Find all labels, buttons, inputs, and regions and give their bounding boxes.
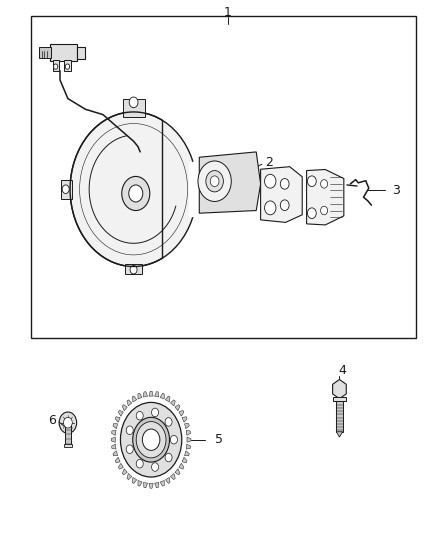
Polygon shape	[143, 392, 148, 397]
Polygon shape	[149, 391, 153, 396]
Polygon shape	[307, 169, 344, 225]
Polygon shape	[155, 392, 159, 397]
Text: 2: 2	[265, 156, 273, 168]
Bar	[39, 47, 51, 58]
Polygon shape	[112, 444, 116, 449]
Polygon shape	[160, 480, 164, 486]
Bar	[61, 180, 72, 199]
Circle shape	[307, 208, 316, 219]
Polygon shape	[261, 167, 302, 222]
Circle shape	[133, 417, 170, 462]
Polygon shape	[170, 473, 175, 480]
Polygon shape	[332, 379, 346, 399]
Bar	[53, 60, 59, 71]
Polygon shape	[143, 482, 148, 488]
Circle shape	[129, 97, 138, 108]
Polygon shape	[182, 417, 187, 422]
Circle shape	[126, 426, 133, 434]
Polygon shape	[112, 430, 116, 435]
Bar	[64, 444, 72, 447]
Polygon shape	[122, 405, 127, 411]
Circle shape	[65, 64, 70, 69]
Text: 5: 5	[215, 433, 223, 446]
Circle shape	[136, 422, 166, 458]
Bar	[336, 401, 343, 432]
Polygon shape	[166, 396, 170, 402]
Polygon shape	[132, 478, 137, 483]
Polygon shape	[186, 444, 191, 449]
Circle shape	[53, 64, 58, 69]
Circle shape	[321, 206, 328, 215]
Polygon shape	[175, 469, 180, 475]
Polygon shape	[184, 451, 189, 456]
Circle shape	[129, 185, 143, 202]
Bar	[77, 47, 85, 59]
Circle shape	[120, 402, 182, 477]
Polygon shape	[122, 469, 127, 475]
Polygon shape	[184, 424, 189, 429]
Bar	[123, 99, 145, 117]
Polygon shape	[179, 463, 184, 469]
Text: 4: 4	[339, 364, 346, 377]
Polygon shape	[138, 480, 142, 486]
Polygon shape	[179, 410, 184, 416]
Circle shape	[165, 453, 172, 462]
Circle shape	[280, 200, 289, 211]
Bar	[31, 16, 416, 338]
Polygon shape	[127, 473, 132, 480]
Polygon shape	[138, 393, 142, 399]
Bar	[64, 60, 71, 71]
Circle shape	[265, 174, 276, 188]
Text: 1: 1	[224, 6, 232, 19]
Polygon shape	[113, 424, 118, 429]
Polygon shape	[166, 478, 170, 483]
Circle shape	[152, 408, 159, 417]
Circle shape	[321, 180, 328, 188]
Polygon shape	[111, 437, 115, 442]
Circle shape	[62, 185, 69, 193]
Circle shape	[136, 411, 143, 420]
Bar	[50, 44, 77, 61]
Circle shape	[122, 176, 150, 211]
Circle shape	[130, 265, 137, 274]
Circle shape	[64, 417, 72, 428]
Circle shape	[165, 418, 172, 426]
Polygon shape	[186, 430, 191, 435]
Circle shape	[70, 112, 197, 266]
Polygon shape	[113, 451, 118, 456]
Circle shape	[136, 459, 143, 468]
Bar	[333, 397, 346, 401]
Polygon shape	[160, 393, 164, 399]
Circle shape	[142, 429, 160, 450]
Polygon shape	[118, 410, 124, 416]
Polygon shape	[175, 405, 180, 411]
Text: 6: 6	[48, 414, 56, 426]
Circle shape	[307, 176, 316, 187]
Polygon shape	[149, 483, 153, 488]
Text: 3: 3	[392, 184, 400, 197]
Circle shape	[152, 463, 159, 471]
Polygon shape	[132, 396, 137, 402]
Polygon shape	[155, 482, 159, 488]
Circle shape	[280, 179, 289, 189]
Circle shape	[198, 161, 231, 201]
Polygon shape	[115, 417, 120, 422]
Polygon shape	[182, 457, 187, 463]
Polygon shape	[118, 463, 124, 469]
Polygon shape	[187, 437, 191, 442]
Bar	[125, 264, 142, 274]
Polygon shape	[170, 400, 175, 406]
Polygon shape	[115, 457, 120, 463]
Circle shape	[210, 176, 219, 187]
Circle shape	[265, 201, 276, 215]
Circle shape	[126, 445, 133, 454]
Polygon shape	[336, 432, 343, 437]
Circle shape	[206, 171, 223, 192]
Polygon shape	[199, 152, 261, 213]
Circle shape	[59, 412, 77, 433]
Polygon shape	[127, 400, 132, 406]
Circle shape	[170, 435, 177, 444]
Bar	[65, 423, 71, 445]
